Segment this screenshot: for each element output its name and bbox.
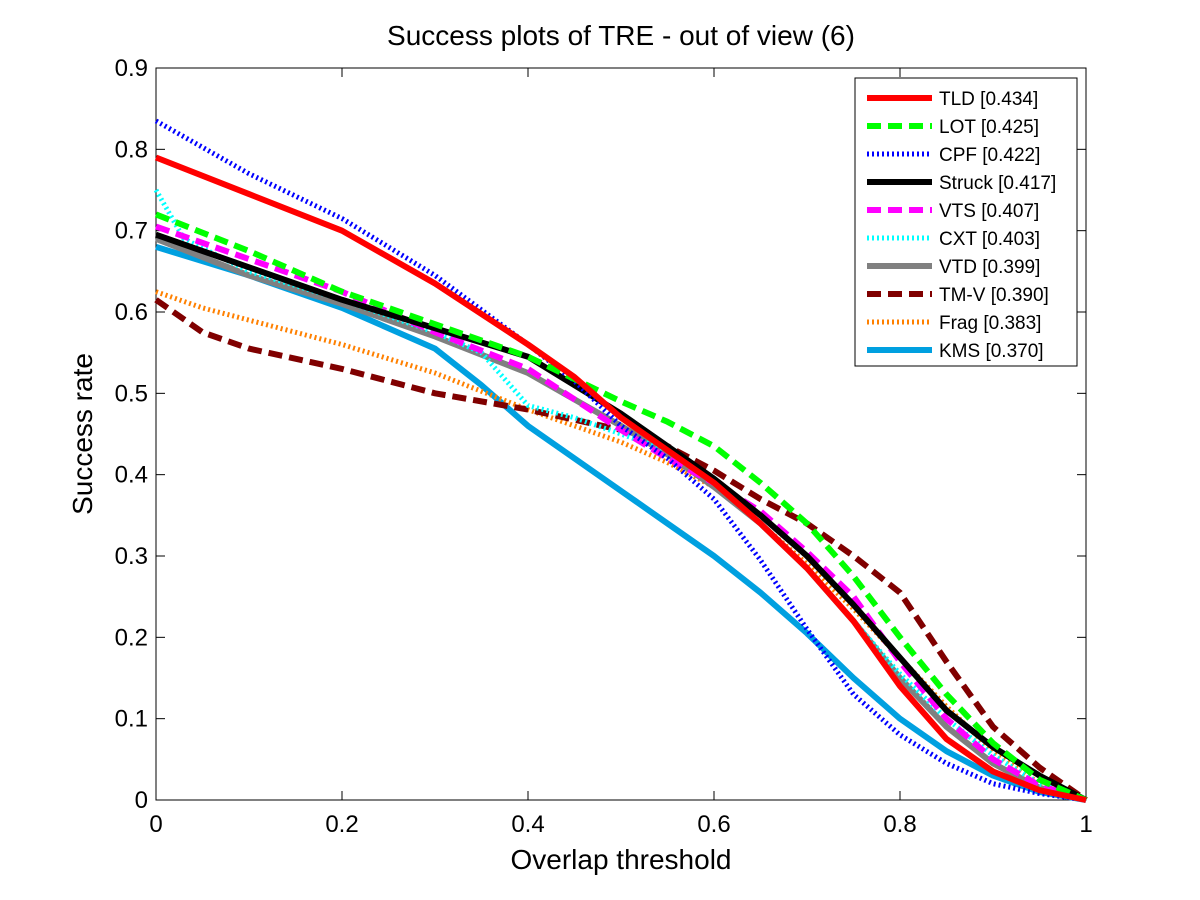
y-axis-ticks: 0 0.1 0.2 0.3 0.4 0.5 0.6 0.7 0.8 0.9 <box>115 55 1086 814</box>
y-tick-label: 0.4 <box>115 462 148 489</box>
y-tick-label: 0.5 <box>115 380 148 407</box>
series-line-tm-v <box>154 297 1088 803</box>
series-line-cpf <box>154 118 1087 803</box>
y-tick-label: 0.8 <box>115 136 148 163</box>
y-tick-label: 0.9 <box>115 55 148 82</box>
series-line-lot <box>154 211 1088 803</box>
x-axis-title: Overlap threshold <box>510 844 731 875</box>
y-tick-label: 0.3 <box>115 543 148 570</box>
legend-label-struck: Struck [0.417] <box>939 173 1056 194</box>
y-tick-label: 0 <box>135 787 148 814</box>
x-tick-label: 0.4 <box>511 811 544 838</box>
y-tick-label: 0.6 <box>115 299 148 326</box>
y-tick-label: 0.1 <box>115 706 148 733</box>
chart-title: Success plots of TRE - out of view (6) <box>387 20 855 51</box>
series-line-frag <box>155 289 1087 803</box>
legend-label-cxt: CXT [0.403] <box>939 229 1040 250</box>
legend-label-frag: Frag [0.383] <box>939 313 1041 334</box>
x-tick-label: 0.6 <box>697 811 730 838</box>
legend-label-tld: TLD [0.434] <box>939 89 1038 110</box>
x-tick-label: 0.8 <box>883 811 916 838</box>
y-tick-label: 0.7 <box>115 218 148 245</box>
y-axis-title: Success rate <box>67 353 98 515</box>
legend-label-lot: LOT [0.425] <box>939 117 1039 138</box>
x-tick-label: 0.2 <box>325 811 358 838</box>
series-lines <box>153 118 1088 803</box>
series-line-kms <box>155 244 1087 803</box>
series-line-tld <box>154 154 1087 803</box>
y-tick-label: 0.2 <box>115 624 148 651</box>
legend-label-tm-v: TM-V [0.390] <box>939 285 1049 306</box>
x-axis-ticks: 0 0.2 0.4 0.6 0.8 1 <box>149 68 1093 838</box>
legend-label-cpf: CPF [0.422] <box>939 145 1040 166</box>
x-tick-label: 0 <box>149 811 162 838</box>
legend-label-kms: KMS [0.370] <box>939 341 1044 362</box>
series-line-struck <box>155 231 1088 803</box>
x-tick-label: 1 <box>1079 811 1092 838</box>
legend-label-vtd: VTD [0.399] <box>939 257 1040 278</box>
legend-label-vts: VTS [0.407] <box>939 201 1039 222</box>
legend: TLD [0.434] LOT [0.425] CPF [0.422] Struck … <box>854 77 1078 367</box>
